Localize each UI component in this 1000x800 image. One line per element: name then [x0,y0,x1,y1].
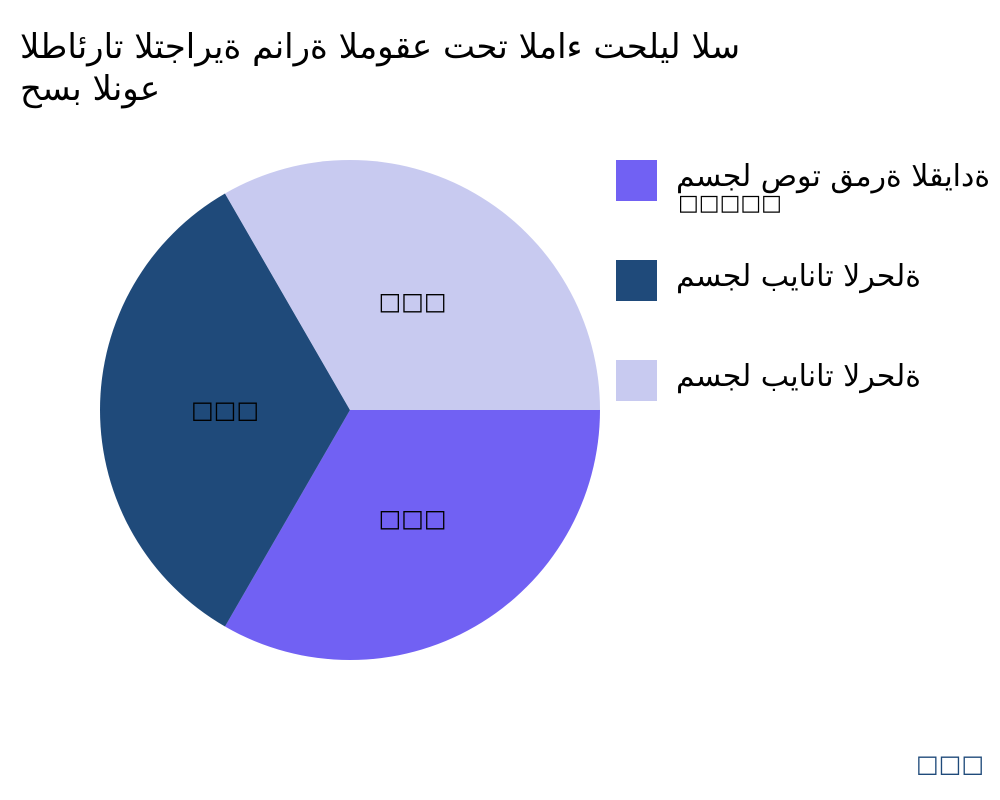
legend-swatch [616,160,657,201]
pie-slice-1 [225,410,600,660]
legend-label: مسجل بيانات الرحلة [676,359,921,394]
credit-text: □□□ [915,750,984,778]
legend-label: مسجل بيانات الرحلة [676,259,921,294]
slice-label-2: □□□ [191,396,259,424]
title-line-2: حسب النوع [20,69,161,109]
slice-label-1: □□□ [378,504,446,532]
slice-label-3: □□□ [378,288,446,316]
legend-label: مسجل صوت قمرة القيادة [676,159,991,194]
chart-title: الطائرات التجارية منارة الموقع تحت الماء… [20,26,740,110]
pie-slice-3 [225,160,600,410]
title-line-1: الطائرات التجارية منارة الموقع تحت الماء… [20,27,741,67]
legend-label-line-2: □□□□□ [678,191,782,216]
legend-swatch [616,360,657,401]
legend-swatch [616,260,657,301]
